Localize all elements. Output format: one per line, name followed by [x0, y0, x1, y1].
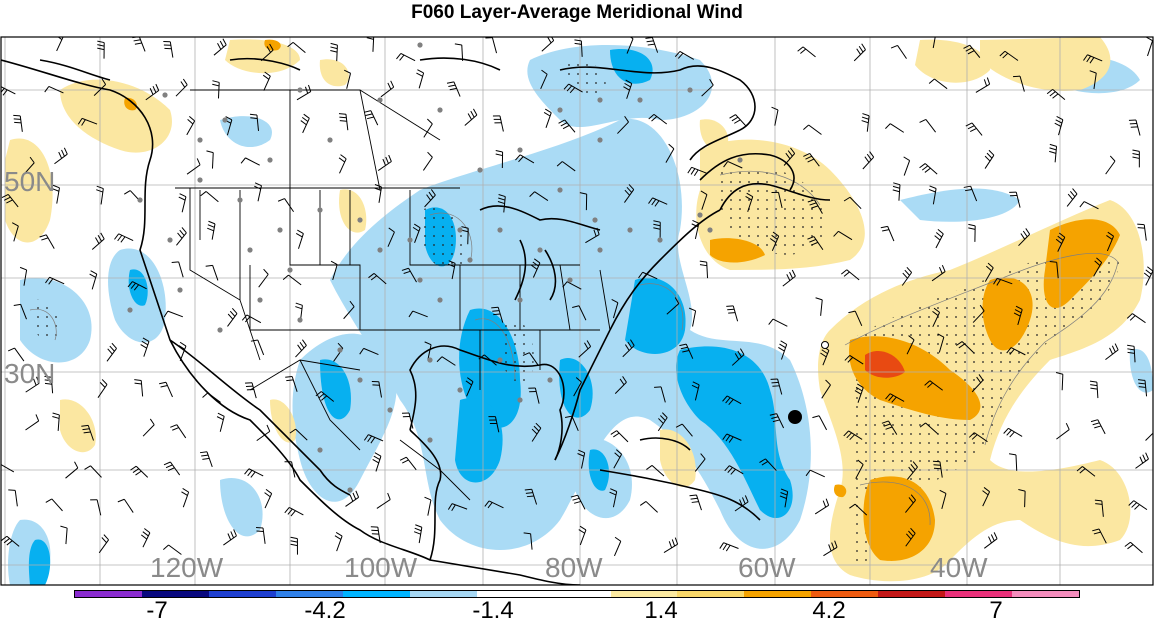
station-dot [597, 97, 602, 102]
colorbar-segment [744, 591, 811, 597]
lat-label-30n: 30N [4, 358, 55, 390]
station-dot [497, 357, 502, 362]
station-dot [427, 357, 432, 362]
station-dot [127, 307, 132, 312]
station-dot [627, 227, 632, 232]
station-dot [217, 327, 222, 332]
station-dot [457, 227, 462, 232]
station-dot [737, 157, 742, 162]
station-dot [357, 217, 362, 222]
station-dot [557, 187, 562, 192]
station-dot [497, 227, 502, 232]
lon-label-60w: 60W [738, 552, 796, 584]
station-dot [347, 487, 352, 492]
station-dot [387, 407, 392, 412]
station-dot [197, 177, 202, 182]
station-dot [277, 227, 282, 232]
colorbar-segment [75, 591, 142, 597]
station-dot [337, 347, 342, 352]
station-dot [457, 387, 462, 392]
station-dot [697, 212, 702, 217]
station-dot [567, 277, 572, 282]
station-dot [547, 377, 552, 382]
station-dot [297, 317, 302, 322]
station-dot [257, 297, 262, 302]
lon-label-100w: 100W [344, 552, 417, 584]
hurricane-center-marker [788, 410, 802, 424]
station-dot [637, 97, 642, 102]
station-dot [287, 267, 292, 272]
station-dot [517, 147, 522, 152]
station-dot [597, 137, 602, 142]
station-dot [162, 92, 167, 97]
station-dot [177, 287, 182, 292]
station-dot [317, 447, 322, 452]
station-dot [437, 297, 442, 302]
station-dot [537, 247, 542, 252]
lon-label-80w: 80W [545, 552, 603, 584]
colorbar-segment [410, 591, 477, 597]
station-dot [477, 167, 482, 172]
station-dot [687, 87, 692, 92]
station-dot [297, 87, 302, 92]
station-dot [407, 237, 412, 242]
station-dot [247, 247, 252, 252]
station-dot [707, 227, 712, 232]
station-dot [592, 217, 597, 222]
map-title: F060 Layer-Average Meridional Wind [0, 0, 1154, 34]
station-dot [167, 237, 172, 242]
station-dot [417, 42, 422, 47]
station-dot [517, 297, 522, 302]
colorbar-segment [1012, 591, 1079, 597]
lon-label-40w: 40W [930, 552, 988, 584]
station-dot [357, 377, 362, 382]
station-dot [517, 397, 522, 402]
secondary-center-marker [822, 342, 829, 349]
station-dot [437, 107, 442, 112]
station-dot [557, 107, 562, 112]
lon-label-120w: 120W [150, 552, 223, 584]
station-dot [197, 137, 202, 142]
colorbar-segment [677, 591, 744, 597]
station-dot [267, 157, 272, 162]
colorbar-segment [878, 591, 945, 597]
station-dot [597, 247, 602, 252]
station-dot [327, 137, 332, 142]
station-dot [377, 247, 382, 252]
station-dot [222, 117, 227, 122]
station-dot [317, 207, 322, 212]
station-dot [417, 277, 422, 282]
lat-label-50n: 50N [4, 166, 55, 198]
station-dot [467, 257, 472, 262]
colorbar-segment [544, 591, 611, 597]
station-dot [137, 197, 142, 202]
colorbar [74, 590, 1080, 598]
station-dot [377, 97, 382, 102]
colorbar-segment [343, 591, 410, 597]
station-dot [237, 197, 242, 202]
station-dot [657, 237, 662, 242]
colorbar-segment [209, 591, 276, 597]
station-dot [427, 437, 432, 442]
